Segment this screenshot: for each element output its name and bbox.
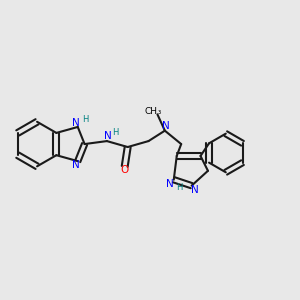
Text: N: N [72,160,80,170]
Text: H: H [176,183,183,192]
Text: O: O [121,165,129,175]
Text: H: H [82,115,88,124]
Text: N: N [166,178,174,189]
Text: N: N [104,131,112,141]
Text: N: N [71,118,79,128]
Text: H: H [112,128,118,137]
Text: ₃: ₃ [157,107,161,116]
Text: N: N [162,121,169,131]
Text: CH: CH [145,107,158,116]
Text: N: N [191,184,198,194]
